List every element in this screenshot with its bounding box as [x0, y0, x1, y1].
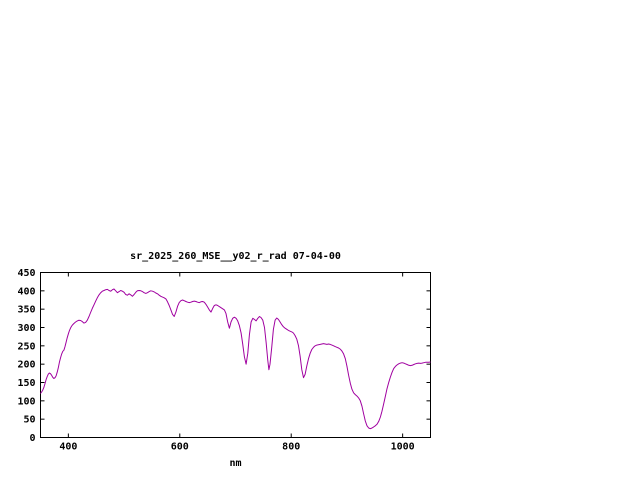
y-tick-label: 200 — [17, 360, 35, 371]
plot-border — [40, 272, 431, 438]
y-tick-label: 400 — [17, 286, 35, 297]
y-tick-label: 250 — [17, 341, 35, 352]
spectrum-line — [40, 288, 431, 430]
chart-title: sr_2025_260_MSE__y02_r_rad 07-04-00 — [130, 251, 341, 262]
x-tick-label: 800 — [282, 442, 300, 453]
y-tick-label: 300 — [17, 323, 35, 334]
y-tick-label: 100 — [17, 396, 35, 407]
x-axis-label: nm — [229, 458, 242, 469]
y-tick-label: 150 — [17, 378, 35, 389]
x-tick-label: 1000 — [391, 442, 415, 453]
x-tick-label: 600 — [171, 442, 189, 453]
x-tick-label: 400 — [59, 442, 77, 453]
y-tick-label: 50 — [23, 415, 35, 426]
y-tick-label: 450 — [17, 268, 35, 279]
y-tick-label: 0 — [29, 433, 35, 444]
y-tick-label: 350 — [17, 305, 35, 316]
